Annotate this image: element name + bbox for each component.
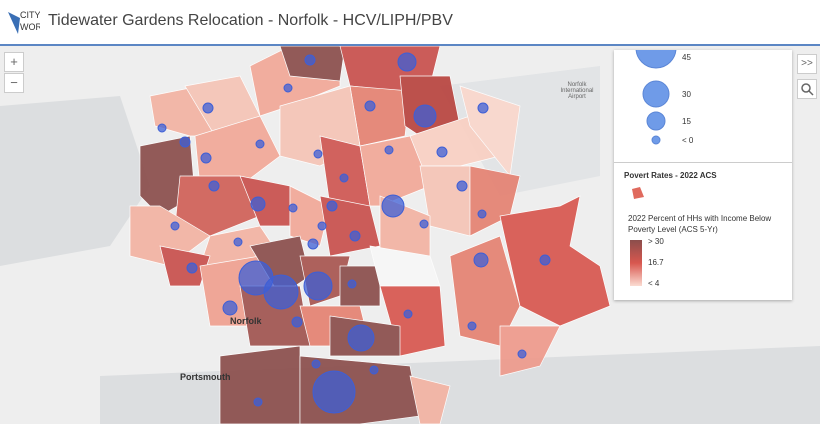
size-label: 45 [682,53,691,62]
size-legend [635,50,677,145]
place-label: Portsmouth [180,372,231,382]
layer-swatch [632,187,644,199]
logo-line: CITY [20,10,40,20]
place-label: Norfolk International Airport [560,82,594,100]
header: CITY WORK Tidewater Gardens Relocation -… [0,0,820,46]
app-title: Tidewater Gardens Relocation - Norfolk -… [48,12,453,29]
layer-title: Povert Rates - 2022 ACS [624,171,717,180]
search-button[interactable] [797,79,817,99]
color-label: > 30 [648,237,664,246]
place-label: Norfolk [230,316,262,326]
legend: 45 30 15 < 0 Povert Rates - 2022 ACS 202… [614,50,792,300]
color-ramp [630,240,642,286]
zoom-in[interactable]: + [4,52,24,72]
size-label: < 0 [682,136,694,145]
search-icon [801,83,814,96]
logo-line: WORK [20,22,40,32]
zoom-out[interactable]: − [4,73,24,93]
logo: CITY WORK [8,10,40,34]
size-label: 15 [682,117,691,126]
size-label: 30 [682,90,691,99]
color-label: 16.7 [648,258,664,267]
field-title: 2022 Percent of HHs with Income Below Po… [628,214,772,234]
color-label: < 4 [648,279,660,288]
expand-button[interactable]: >> [797,54,817,74]
